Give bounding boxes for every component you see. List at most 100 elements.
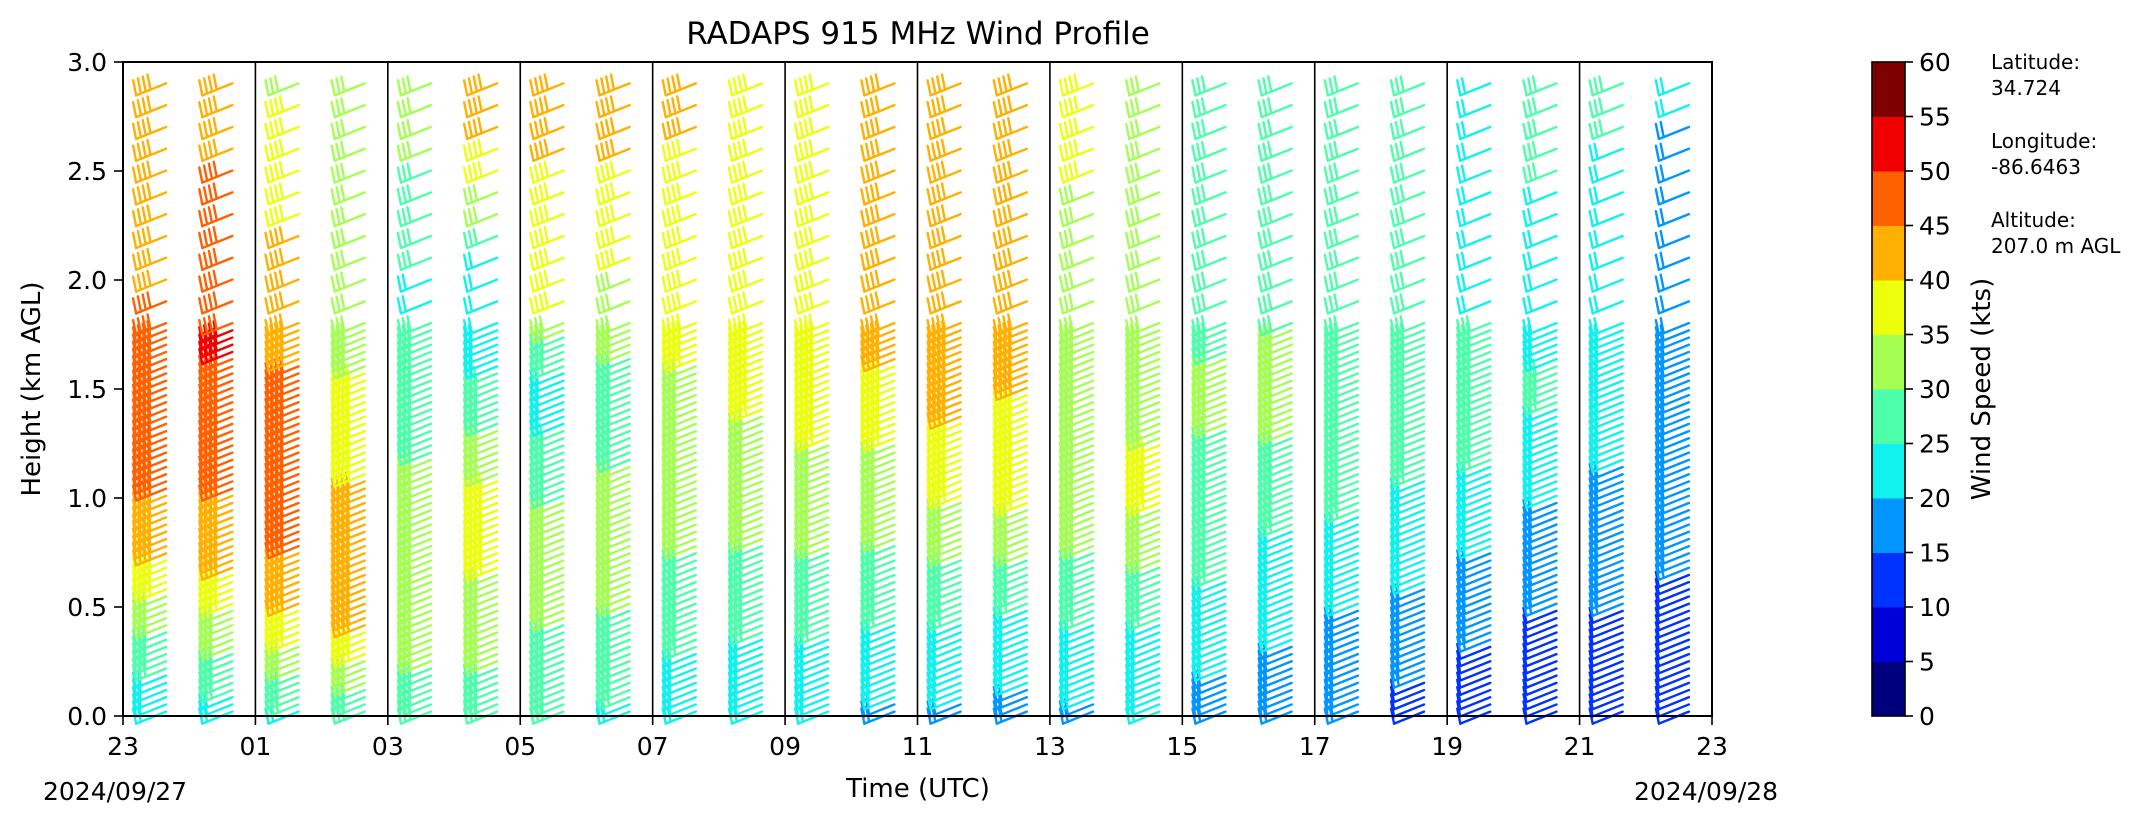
wind-barb: [661, 291, 697, 315]
wind-barb: [529, 226, 565, 250]
wind-barb: [793, 204, 830, 228]
wind-barb: [1058, 227, 1095, 250]
end-date-label: 2024/09/28: [1634, 777, 1778, 806]
wind-barb: [860, 291, 896, 315]
wind-barb: [198, 95, 234, 119]
wind-barb: [330, 315, 366, 337]
wind-barb: [1588, 164, 1624, 184]
wind-barb: [595, 271, 631, 293]
wind-barb: [1389, 184, 1426, 206]
wind-barb: [462, 251, 499, 271]
wind-barb: [264, 182, 300, 206]
wind-barb: [1456, 295, 1492, 315]
wind-barb: [330, 271, 366, 293]
wind-barb: [595, 138, 631, 162]
wind-barb: [1323, 75, 1360, 97]
wind-barb: [661, 269, 697, 293]
wind-barb: [1654, 77, 1691, 97]
wind-barb: [396, 295, 433, 315]
wind-barb: [992, 95, 1029, 119]
wind-barb: [131, 117, 168, 141]
wind-barb: [1257, 293, 1293, 315]
wind-barb: [529, 73, 565, 97]
wind-barb: [529, 269, 565, 293]
altitude-value: 207.0 m AGL: [1991, 234, 2121, 258]
x-tick-label: 03: [372, 732, 404, 761]
wind-barb: [264, 313, 300, 337]
wind-barb: [926, 182, 962, 206]
wind-barb: [727, 160, 764, 184]
wind-barb: [198, 204, 234, 228]
wind-barb: [595, 117, 631, 141]
wind-barb: [992, 269, 1029, 293]
wind-barb: [396, 249, 433, 271]
wind-barb: [396, 140, 433, 162]
wind-barb: [131, 313, 168, 337]
wind-barb: [264, 117, 300, 141]
wind-barb: [926, 117, 962, 141]
wind-barb: [396, 75, 433, 97]
wind-barb: [926, 160, 962, 184]
y-tick-label: 1.5: [67, 375, 107, 404]
wind-barb: [1522, 229, 1558, 250]
wind-barb: [131, 291, 168, 315]
colorbar-segment: [1872, 607, 1905, 662]
colorbar: [1871, 61, 1906, 717]
x-tick-label: 17: [1299, 732, 1331, 761]
wind-barb: [1389, 293, 1426, 315]
wind-barb: [992, 204, 1029, 228]
wind-barb: [926, 138, 962, 162]
wind-barb: [1456, 251, 1492, 271]
wind-barb: [661, 117, 697, 141]
wind-barb: [396, 227, 433, 250]
colorbar-tick-label: 5: [1919, 648, 1935, 677]
wind-barb: [1654, 99, 1691, 119]
wind-barb: [860, 182, 896, 206]
wind-barb: [793, 291, 830, 315]
wind-barb: [1456, 208, 1492, 228]
wind-barb: [264, 247, 300, 271]
wind-barb: [661, 204, 697, 228]
wind-barb: [1191, 162, 1227, 184]
wind-barb: [198, 313, 234, 337]
wind-barb: [529, 204, 565, 228]
wind-barb: [793, 117, 830, 141]
wind-barb: [595, 226, 631, 250]
wind-barb: [529, 138, 565, 162]
colorbar-segment: [1872, 62, 1905, 117]
wind-barb: [727, 73, 764, 97]
wind-barb: [1058, 138, 1095, 162]
colorbar-tick-label: 45: [1919, 212, 1951, 241]
wind-barb: [1323, 140, 1360, 162]
wind-barb: [264, 204, 300, 228]
wind-barb: [529, 291, 565, 315]
wind-barb: [1191, 249, 1227, 271]
wind-barb: [198, 73, 234, 97]
x-tick-label: 15: [1166, 732, 1198, 761]
wind-barb: [1257, 140, 1293, 162]
wind-barb: [330, 140, 366, 162]
wind-barb: [1257, 118, 1293, 141]
wind-barb: [793, 269, 830, 293]
longitude-value: -86.6463: [1991, 155, 2081, 179]
wind-barb: [1191, 271, 1227, 293]
wind-barb: [1456, 273, 1492, 293]
wind-barb: [595, 204, 631, 228]
wind-barb: [595, 95, 631, 119]
wind-barb: [1654, 251, 1691, 271]
wind-barb: [860, 160, 896, 184]
colorbar-segment: [1872, 443, 1905, 499]
colorbar-tick-label: 15: [1919, 539, 1951, 568]
colorbar-segment: [1872, 389, 1905, 444]
wind-barb: [1058, 117, 1095, 141]
colorbar-tick-label: 60: [1919, 48, 1951, 77]
wind-barb: [1522, 118, 1558, 141]
wind-barb: [595, 160, 631, 184]
wind-barb: [1389, 75, 1426, 97]
wind-barb: [926, 247, 962, 271]
wind-barb: [1125, 184, 1161, 206]
wind-barb: [330, 206, 366, 228]
wind-barb: [727, 182, 764, 206]
wind-barb: [198, 269, 234, 293]
